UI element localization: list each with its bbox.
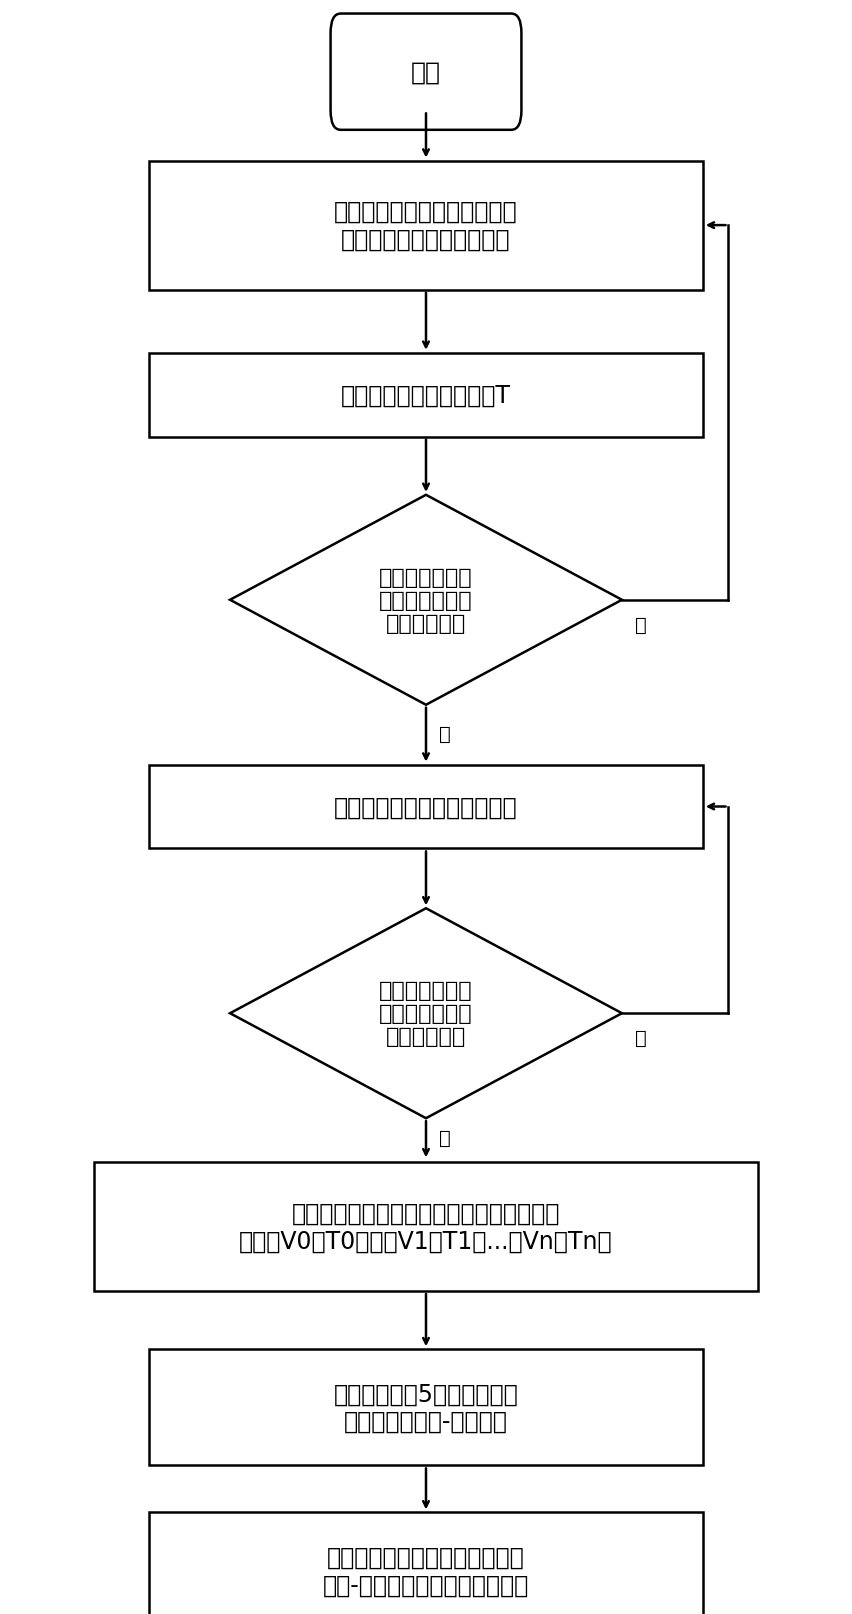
- FancyBboxPatch shape: [331, 15, 521, 131]
- Bar: [149, 353, 703, 437]
- Text: 随机采集电压值为目标电压值: 随机采集电压值为目标电压值: [334, 796, 518, 818]
- Text: 对坐标点进行5次多项式曲线
拟合，得到温度-电压曲线: 对坐标点进行5次多项式曲线 拟合，得到温度-电压曲线: [334, 1382, 518, 1433]
- Bar: [149, 1349, 703, 1466]
- Text: 实际测量温度值
相对目标温度处
于误差范围内: 实际测量温度值 相对目标温度处 于误差范围内: [379, 567, 473, 634]
- Bar: [149, 1512, 703, 1614]
- Text: 设定黑体加热炉目标温度T: 设定黑体加热炉目标温度T: [341, 384, 511, 407]
- Text: 进行实际测量得到电压值，利用
温度-电压曲线反演出温度测量值: 进行实际测量得到电压值，利用 温度-电压曲线反演出温度测量值: [323, 1545, 529, 1596]
- Text: 开始: 开始: [411, 61, 441, 84]
- Text: 否: 否: [635, 1028, 647, 1047]
- Bar: [149, 765, 703, 849]
- Text: 放置非接触式红外测温仪，并
将其与计算机建立通讯连接: 放置非接触式红外测温仪，并 将其与计算机建立通讯连接: [334, 200, 518, 252]
- Text: 是: 是: [439, 1128, 451, 1148]
- Text: 是: 是: [439, 725, 451, 744]
- Polygon shape: [230, 909, 622, 1119]
- Bar: [94, 1162, 758, 1291]
- Text: 采集多组目标温度值、目标电压值，得出坐
标点（V0、T0）、（V1、T1）...（Vn、Tn）: 采集多组目标温度值、目标电压值，得出坐 标点（V0、T0）、（V1、T1）...…: [239, 1201, 613, 1252]
- Bar: [149, 161, 703, 291]
- Text: 连续的电压值相
对目标电压值处
于误差范围内: 连续的电压值相 对目标电压值处 于误差范围内: [379, 980, 473, 1047]
- Polygon shape: [230, 495, 622, 705]
- Text: 否: 否: [635, 615, 647, 634]
